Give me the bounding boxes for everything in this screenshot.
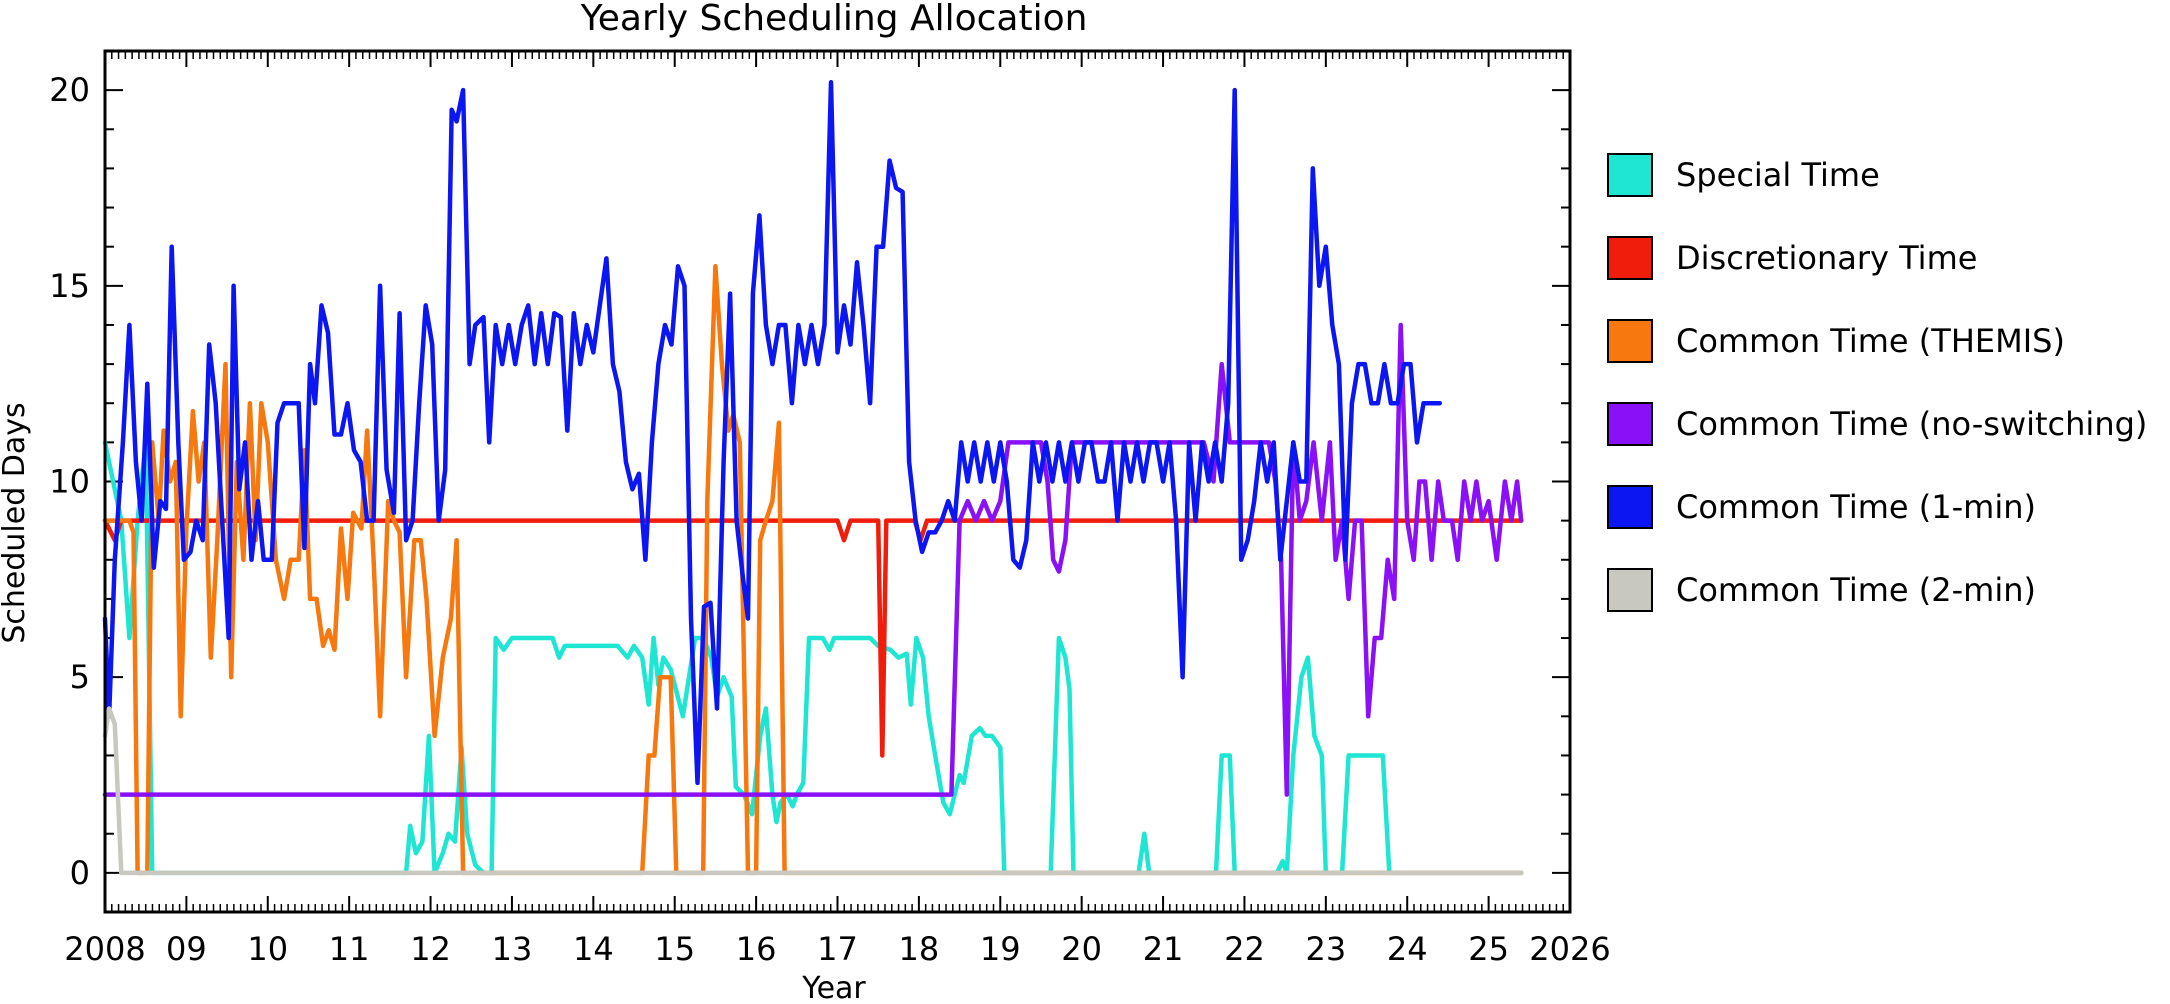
legend: Special Time Discretionary Time Common Tim… (1607, 153, 2147, 612)
chart-title: Yearly Scheduling Allocation (580, 0, 1088, 39)
legend-label: Discretionary Time (1676, 239, 1977, 277)
x-tick-label: 17 (817, 930, 858, 968)
y-tick-label: 5 (70, 658, 90, 696)
legend-swatch (1607, 402, 1653, 446)
x-tick-label: 21 (1143, 930, 1184, 968)
x-tick-label: 15 (654, 930, 695, 968)
y-axis-label: Scheduled Days (0, 402, 32, 643)
legend-label: Common Time (THEMIS) (1676, 322, 2065, 360)
plot-frame (103, 49, 1572, 914)
x-tick-label: 12 (410, 930, 451, 968)
x-tick-label: 11 (329, 930, 370, 968)
x-axis-label: Year (801, 971, 866, 1000)
series-line-common-time-1-min (102, 80, 1443, 786)
legend-label: Common Time (1-min) (1676, 488, 2036, 526)
legend-swatch (1607, 153, 1653, 197)
x-tick-label: 13 (492, 930, 533, 968)
y-tick-label: 10 (49, 463, 90, 501)
x-tick-label: 23 (1305, 930, 1346, 968)
x-tick-label: 16 (736, 930, 777, 968)
legend-label: Common Time (no-switching) (1676, 405, 2147, 443)
legend-swatch (1607, 236, 1653, 280)
series-line-common-time-2-min (102, 706, 1524, 876)
legend-swatch (1607, 568, 1653, 612)
plot-series (102, 80, 1524, 876)
y-tick-label: 0 (70, 854, 90, 892)
y-tick-labels: 0 5 10 15 20 (49, 71, 90, 892)
series-line-common-time-no-switching (102, 322, 1524, 797)
x-tick-label: 10 (247, 930, 288, 968)
x-tick-labels: 2008 09 10 11 12 13 14 15 16 17 18 19 20 21 22 23 24 25 20… (64, 930, 1610, 968)
series-line-common-time-themis (102, 264, 1524, 876)
x-tick-label: 22 (1224, 930, 1265, 968)
x-tick-label: 24 (1387, 930, 1428, 968)
legend-swatch (1607, 485, 1653, 529)
y-tick-label: 15 (49, 267, 90, 305)
legend-label: Common Time (2-min) (1676, 571, 2036, 609)
x-tick-label: 20 (1061, 930, 1102, 968)
y-tick-label: 20 (49, 71, 90, 109)
x-tick-label: 25 (1468, 930, 1509, 968)
x-tick-label: 09 (166, 930, 207, 968)
legend-swatch (1607, 319, 1653, 363)
x-tick-label: 18 (899, 930, 940, 968)
x-tick-label: 19 (980, 930, 1021, 968)
legend-label: Special Time (1676, 156, 1880, 194)
x-tick-label: 14 (573, 930, 614, 968)
x-tick-label: 2008 (64, 930, 145, 968)
x-tick-label: 2026 (1529, 930, 1610, 968)
